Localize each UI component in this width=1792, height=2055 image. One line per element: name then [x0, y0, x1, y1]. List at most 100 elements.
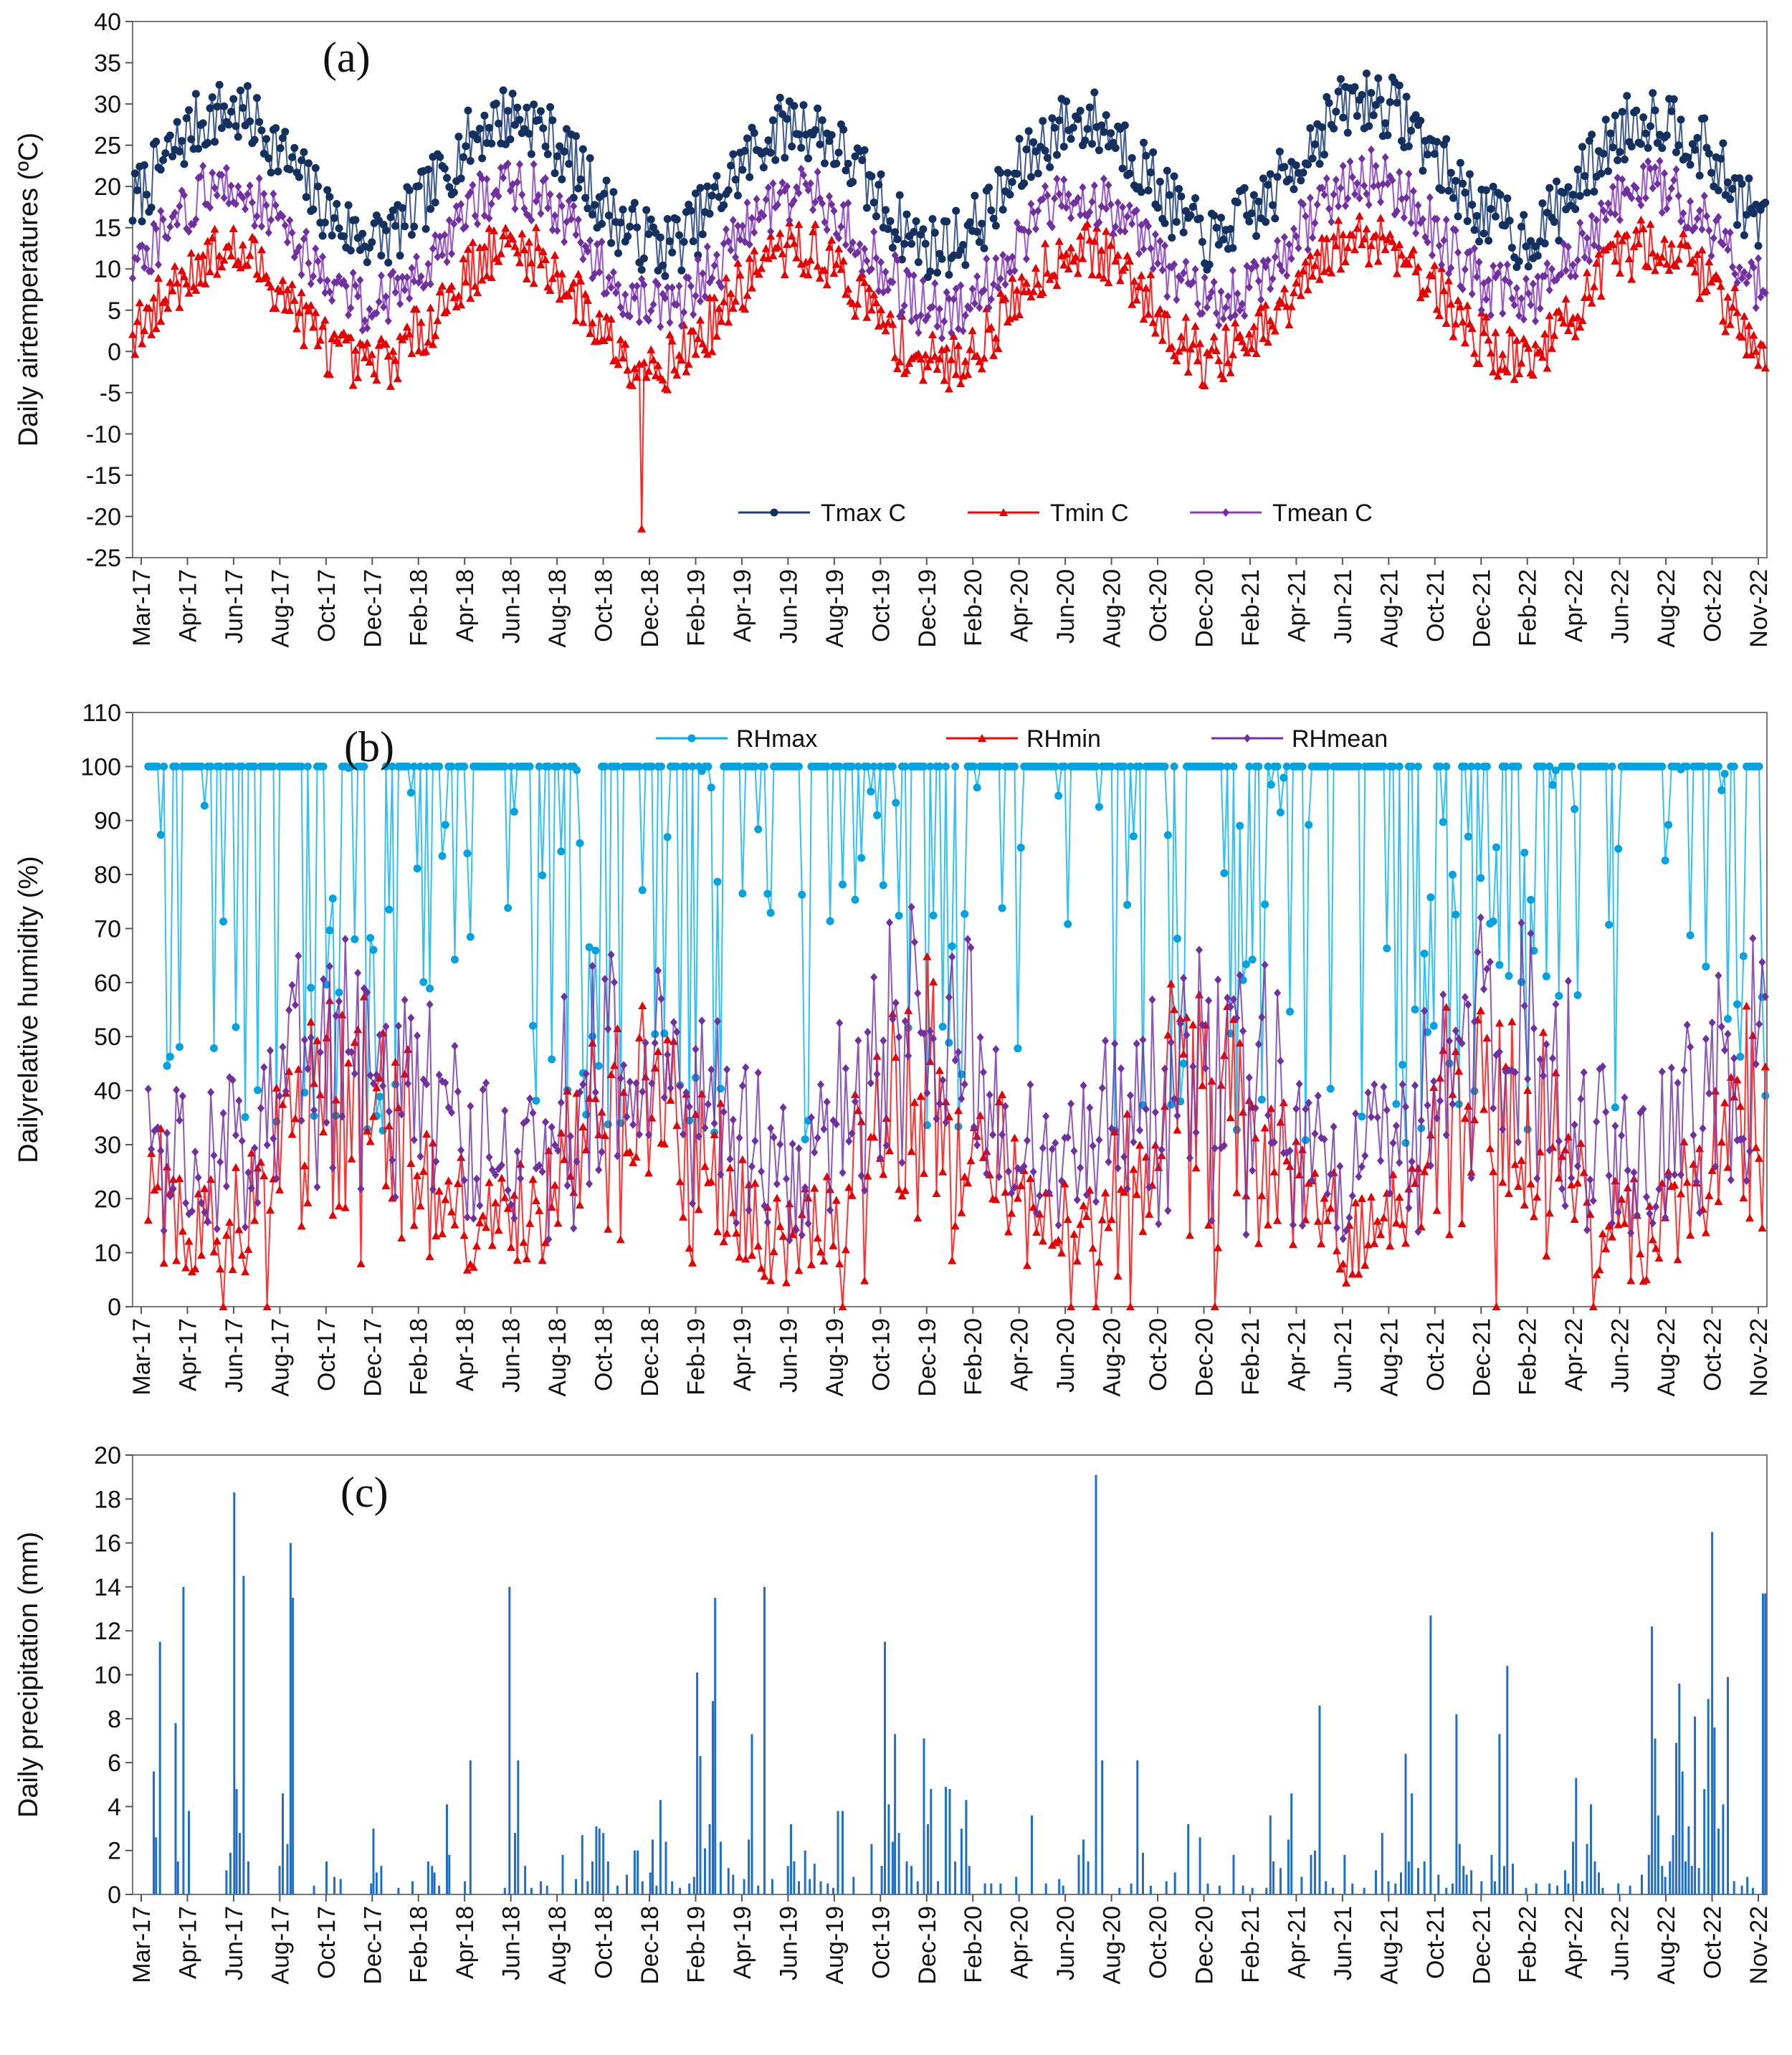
data-point — [1428, 271, 1437, 280]
data-point — [227, 181, 235, 191]
precipitation-bar — [586, 1881, 589, 1894]
data-point — [1510, 300, 1518, 310]
data-point — [1719, 139, 1727, 148]
data-point — [1461, 762, 1469, 771]
data-point — [1700, 114, 1709, 123]
data-point — [716, 1099, 725, 1107]
data-point — [558, 201, 566, 211]
data-point — [1466, 247, 1474, 257]
data-point — [485, 214, 493, 223]
precipitation-bars — [153, 1474, 1767, 1894]
data-point — [712, 250, 720, 259]
data-point — [1191, 322, 1200, 330]
data-point — [966, 218, 974, 227]
data-point — [454, 133, 463, 141]
data-point — [1452, 176, 1460, 185]
data-point — [527, 150, 535, 158]
y-tick-label: 90 — [94, 808, 121, 835]
data-point — [297, 1116, 305, 1125]
data-point — [604, 333, 614, 341]
data-point — [665, 330, 675, 338]
data-point — [1024, 1136, 1031, 1145]
data-point — [1073, 1195, 1081, 1204]
precipitation-bar — [1567, 1883, 1570, 1894]
data-point — [625, 1148, 634, 1156]
data-point — [1752, 200, 1760, 209]
data-point — [1223, 762, 1231, 771]
data-point — [1276, 1117, 1285, 1126]
data-point — [500, 762, 509, 771]
data-point — [274, 167, 282, 176]
data-point — [1520, 315, 1528, 324]
precipitation-bar — [1751, 1887, 1754, 1894]
y-tick-label: 20 — [94, 173, 121, 201]
data-point — [1630, 1168, 1638, 1177]
data-point — [480, 111, 489, 120]
data-point — [323, 276, 331, 285]
data-point — [1623, 92, 1631, 100]
data-point — [792, 1226, 800, 1235]
data-point — [825, 137, 834, 146]
data-point — [1161, 1064, 1168, 1074]
data-point — [1285, 240, 1293, 249]
data-point — [933, 365, 942, 373]
data-point — [128, 216, 137, 225]
data-point — [551, 250, 560, 259]
data-point — [1550, 218, 1558, 227]
y-tick-label: 60 — [94, 970, 121, 997]
data-point — [272, 124, 280, 133]
data-point — [1750, 263, 1758, 272]
data-point — [485, 1153, 493, 1162]
data-point — [944, 1112, 953, 1120]
data-point — [209, 1247, 219, 1256]
data-point — [213, 102, 221, 111]
data-point — [1646, 1209, 1654, 1219]
data-point — [1755, 254, 1762, 263]
data-point — [1391, 1219, 1401, 1227]
data-point — [834, 148, 843, 157]
data-point — [185, 106, 194, 115]
data-point — [176, 1116, 184, 1125]
data-point — [307, 983, 315, 992]
data-point — [1660, 234, 1669, 243]
data-point — [835, 762, 844, 771]
data-point — [350, 1038, 359, 1046]
data-point — [1573, 991, 1582, 999]
data-point — [412, 305, 421, 313]
data-point — [1270, 1138, 1278, 1147]
data-point — [879, 881, 887, 890]
data-point — [987, 295, 995, 304]
series-rhmax — [144, 762, 1770, 1148]
precipitation-bar — [1314, 1850, 1316, 1894]
data-point — [677, 266, 686, 275]
data-point — [1236, 305, 1244, 315]
data-point — [788, 142, 796, 151]
data-point — [935, 305, 943, 314]
data-point — [697, 1090, 707, 1098]
data-point — [1645, 1201, 1654, 1210]
precipitation-bar — [1681, 1771, 1684, 1894]
data-point — [1115, 276, 1125, 285]
x-tick-label: Apr-18 — [452, 1906, 479, 1979]
data-point — [538, 247, 548, 255]
precipitation-bar — [591, 1861, 594, 1894]
data-point — [1498, 350, 1507, 358]
data-point — [1125, 169, 1134, 178]
data-point — [281, 128, 290, 136]
data-point — [1104, 1223, 1113, 1231]
data-point — [363, 1126, 372, 1135]
data-point — [1343, 128, 1352, 137]
data-point — [578, 318, 588, 326]
data-point — [482, 1223, 491, 1231]
data-point — [1220, 1141, 1228, 1150]
data-point — [1479, 229, 1488, 238]
data-point — [826, 192, 833, 201]
data-point — [1536, 1055, 1544, 1064]
data-point — [759, 163, 768, 172]
data-point — [998, 1090, 1007, 1099]
data-point — [442, 1078, 449, 1087]
data-point — [1332, 108, 1340, 116]
data-point — [1235, 1039, 1244, 1047]
data-point — [224, 241, 234, 249]
precipitation-bar — [937, 1881, 940, 1894]
